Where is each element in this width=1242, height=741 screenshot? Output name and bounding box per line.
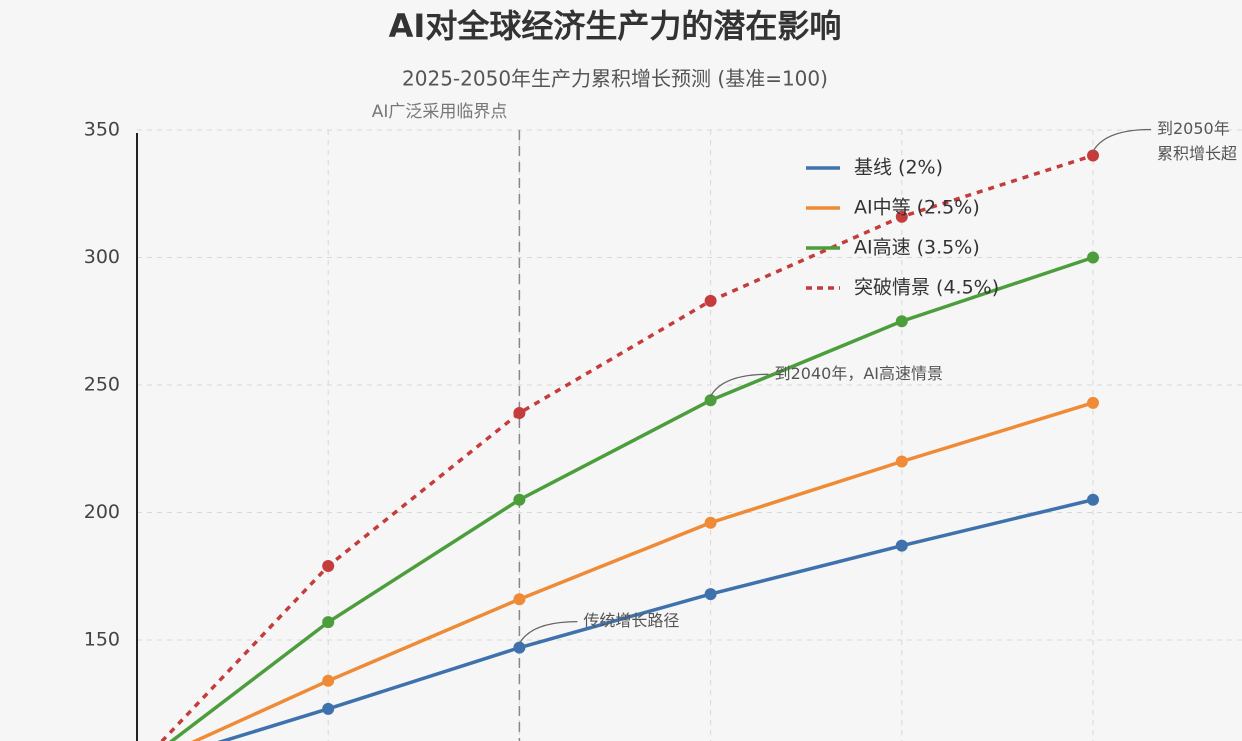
annotation-arrow bbox=[1092, 128, 1152, 152]
data-point bbox=[895, 315, 908, 328]
legend-label: AI中等 (2.5%) bbox=[854, 197, 980, 219]
data-point bbox=[513, 593, 526, 606]
legend: 基线 (2%) AI中等 (2.5%) AI高速 (3.5%) 突破情景 (4.5%) bbox=[806, 157, 999, 299]
data-point bbox=[895, 210, 908, 223]
data-point bbox=[704, 588, 717, 601]
data-point bbox=[704, 394, 717, 407]
data-point bbox=[513, 641, 526, 654]
data-point bbox=[704, 516, 717, 529]
data-point bbox=[322, 560, 335, 573]
y-tick-label: 350 bbox=[84, 119, 120, 141]
threshold-label: AI广泛采用临界点 bbox=[372, 102, 508, 122]
series-line bbox=[217, 498, 1094, 741]
data-point bbox=[895, 455, 908, 468]
y-tick-label: 150 bbox=[84, 629, 120, 651]
plot-area bbox=[159, 149, 1099, 741]
grid bbox=[137, 129, 1242, 741]
annotation-arrow bbox=[518, 621, 578, 644]
legend-label: 突破情景 (4.5%) bbox=[854, 277, 999, 299]
data-point bbox=[1087, 251, 1099, 264]
data-point bbox=[1087, 396, 1099, 409]
annotation-text: 到2040年，AI高速情景 bbox=[775, 364, 943, 383]
y-tick-label: 300 bbox=[84, 246, 120, 268]
data-point bbox=[1087, 493, 1099, 506]
series-line bbox=[168, 255, 1094, 741]
chart-title: AI对全球经济生产力的潜在影响 bbox=[389, 7, 842, 45]
y-tick-label: 200 bbox=[84, 501, 120, 523]
data-point bbox=[1087, 149, 1099, 162]
data-point bbox=[322, 702, 335, 715]
data-point bbox=[513, 493, 526, 506]
data-point bbox=[322, 674, 335, 687]
data-point bbox=[513, 407, 526, 420]
annotation-arrow bbox=[710, 373, 769, 397]
series-line bbox=[159, 153, 1094, 741]
data-point bbox=[322, 616, 335, 629]
data-point bbox=[704, 294, 717, 307]
chart-subtitle: 2025-2050年生产力累积增长预测 (基准=100) bbox=[402, 67, 828, 91]
series-line bbox=[191, 401, 1094, 741]
y-tick-label: 250 bbox=[84, 374, 120, 396]
data-point bbox=[895, 539, 908, 552]
annotation-text: 到2050年 bbox=[1157, 119, 1230, 138]
annotation-text: 传统增长路径 bbox=[583, 611, 679, 630]
legend-label: 基线 (2%) bbox=[854, 157, 943, 179]
legend-label: AI高速 (3.5%) bbox=[854, 237, 980, 259]
annotation-text: 累积增长超 bbox=[1157, 144, 1237, 163]
